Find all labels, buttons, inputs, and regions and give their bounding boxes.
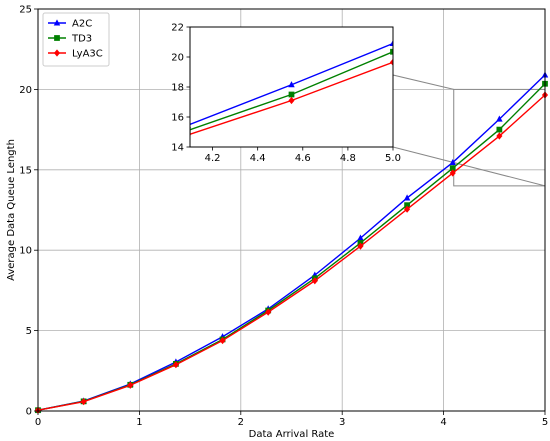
- x-tick-label: 0: [35, 417, 41, 428]
- x-tick-label: 1: [136, 417, 142, 428]
- inset-series-line-lya3c: [190, 61, 393, 135]
- y-tick-label: 10: [19, 246, 32, 257]
- inset-x-tick-label: 4.2: [205, 153, 221, 164]
- inset-data-point-a2c: [288, 81, 295, 88]
- legend-item-td3: TD3: [48, 34, 92, 45]
- data-point-td3: [404, 202, 410, 209]
- inset-y-tick-label: 22: [171, 23, 184, 34]
- legend-label: TD3: [71, 34, 92, 45]
- data-point-lya3c: [80, 398, 87, 406]
- y-tick-label: 20: [19, 85, 32, 96]
- legend-marker: [53, 19, 61, 26]
- data-point-lya3c: [496, 132, 503, 140]
- inset-x-tick-label: 5.0: [385, 153, 401, 164]
- data-point-a2c: [496, 115, 503, 122]
- y-tick-label: 5: [26, 326, 32, 337]
- legend-item-lya3c: LyA3C: [48, 49, 103, 60]
- data-point-td3: [449, 165, 456, 172]
- inset-y-tick-label: 14: [171, 143, 184, 154]
- data-point-td3: [496, 126, 503, 133]
- data-point-a2c: [403, 194, 411, 201]
- inset-series-line-td3: [190, 51, 393, 131]
- y-tick-label: 25: [19, 5, 32, 16]
- legend-marker: [54, 35, 60, 41]
- inset-data-point-a2c: [389, 39, 393, 47]
- x-tick-label: 2: [238, 417, 244, 428]
- inset-x-tick-label: 4.6: [295, 153, 311, 164]
- x-tick-label: 5: [542, 417, 548, 428]
- data-point-a2c: [449, 158, 456, 166]
- plot-frame: [37, 8, 546, 412]
- legend: A2C TD3 LyA3C: [42, 12, 110, 67]
- legend-marker: [53, 49, 61, 57]
- inset-x-tick-label: 4.4: [250, 153, 266, 164]
- inset-data-point-td3: [390, 48, 393, 55]
- inset-series-line-a2c: [190, 42, 393, 126]
- zoom-connector: [392, 146, 546, 187]
- data-point-lya3c: [449, 169, 456, 177]
- data-point-lya3c: [265, 308, 272, 316]
- data-point-lya3c: [219, 336, 226, 345]
- x-tick-label: 3: [339, 417, 345, 428]
- zoom-inset: 4.2 4.4 4.6 4.8 5.0 14 16 18 20 22: [171, 23, 401, 165]
- inset-y-tick-label: 18: [171, 83, 184, 94]
- inset-y-tick-label: 20: [171, 53, 184, 64]
- main-ticks: 0 1 2 3 4 5 0 5 10 15 20 25: [19, 5, 548, 429]
- legend-label: A2C: [72, 19, 92, 30]
- data-point-a2c: [357, 234, 364, 241]
- data-point-lya3c: [357, 242, 364, 250]
- data-point-lya3c: [311, 277, 318, 285]
- data-point-lya3c: [404, 205, 411, 213]
- x-axis-label: Data Arrival Rate: [249, 429, 335, 440]
- inset-data-point-td3: [288, 91, 295, 98]
- inset-data-point-lya3c: [389, 58, 393, 66]
- y-tick-label: 0: [26, 407, 32, 418]
- data-point-lya3c: [127, 381, 134, 389]
- main-series: [34, 71, 549, 414]
- inset-x-tick-label: 4.8: [340, 153, 356, 164]
- inset-data-point-lya3c: [288, 96, 295, 105]
- legend-item-a2c: A2C: [48, 19, 92, 30]
- y-tick-label: 15: [19, 165, 32, 176]
- data-point-lya3c: [172, 361, 179, 369]
- inset-ticks: 4.2 4.4 4.6 4.8 5.0 14 16 18 20 22: [171, 23, 401, 165]
- series-line-lya3c: [37, 94, 546, 411]
- y-axis-label: Average Data Queue Length: [6, 139, 17, 281]
- legend-label: LyA3C: [72, 49, 103, 60]
- inset-y-tick-label: 16: [171, 113, 184, 124]
- x-tick-label: 4: [440, 417, 446, 428]
